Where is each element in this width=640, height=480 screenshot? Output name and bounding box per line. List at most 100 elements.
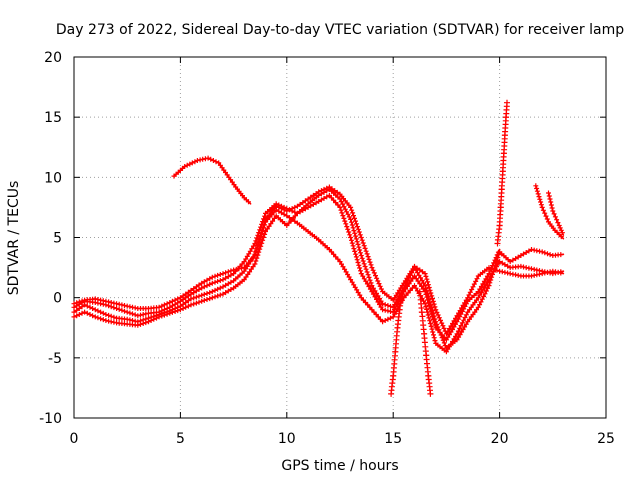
data-point <box>98 316 104 322</box>
data-point <box>252 241 258 246</box>
data-point <box>426 297 432 302</box>
data-point <box>148 318 154 323</box>
data-point <box>349 222 355 228</box>
data-point <box>318 188 324 194</box>
data-point <box>370 267 376 273</box>
data-point <box>353 236 359 242</box>
data-point <box>537 196 543 202</box>
data-point <box>420 269 425 275</box>
data-point <box>326 184 332 190</box>
data-point <box>246 199 251 205</box>
data-point <box>223 282 229 288</box>
data-point <box>340 213 346 219</box>
data-point <box>460 327 466 332</box>
data-point <box>201 279 207 285</box>
data-point <box>262 213 268 219</box>
data-point <box>355 290 361 295</box>
data-point <box>460 302 466 308</box>
data-point <box>445 328 451 334</box>
data-point <box>474 276 480 282</box>
data-point <box>185 303 191 309</box>
data-point <box>559 230 565 236</box>
data-point <box>380 301 386 307</box>
data-point <box>79 298 85 304</box>
data-point <box>385 303 391 308</box>
data-point <box>424 309 430 315</box>
data-point <box>375 293 381 299</box>
data-point <box>356 229 362 235</box>
data-point <box>340 264 346 270</box>
data-point <box>324 194 330 200</box>
data-point <box>352 248 358 254</box>
data-point <box>324 185 330 191</box>
data-point <box>259 228 265 234</box>
data-point <box>364 269 370 275</box>
data-point <box>169 309 175 315</box>
data-point <box>180 293 186 299</box>
data-point <box>356 244 362 250</box>
data-point <box>279 206 284 212</box>
data-point <box>212 287 218 293</box>
data-point <box>87 312 93 317</box>
data-point <box>344 224 350 230</box>
series-spike-20h <box>494 99 510 247</box>
data-point <box>477 302 483 308</box>
data-point <box>217 292 223 298</box>
data-point <box>254 235 260 241</box>
data-point <box>191 295 197 301</box>
data-point <box>87 304 93 310</box>
data-point <box>79 310 85 316</box>
data-point <box>345 211 351 217</box>
data-point <box>481 284 487 290</box>
data-point <box>143 320 149 326</box>
x-tick-label: 15 <box>384 431 402 447</box>
data-point <box>455 328 461 334</box>
data-point <box>204 283 210 289</box>
data-point <box>557 225 563 231</box>
data-point <box>548 199 554 205</box>
data-point <box>364 281 370 287</box>
data-point <box>281 207 287 213</box>
data-point <box>543 213 549 219</box>
data-point <box>310 201 316 207</box>
data-point <box>316 198 322 204</box>
data-point <box>167 300 173 305</box>
data-point <box>348 277 354 283</box>
data-point <box>418 275 424 281</box>
data-point <box>321 195 327 201</box>
data-point <box>556 223 562 228</box>
data-point <box>263 229 268 234</box>
data-point <box>318 197 324 203</box>
data-point <box>257 227 263 233</box>
data-point <box>412 263 417 269</box>
data-point <box>388 303 393 309</box>
data-point <box>374 275 380 281</box>
data-point <box>427 318 433 324</box>
data-point <box>368 262 374 268</box>
data-point <box>459 320 465 326</box>
data-point <box>223 270 229 276</box>
data-point <box>140 321 146 326</box>
data-point <box>260 237 266 243</box>
data-point <box>429 326 435 332</box>
data-point <box>264 226 270 232</box>
data-point <box>212 279 218 285</box>
y-axis-label: SDTVAR / TECUs <box>6 181 22 296</box>
data-point <box>360 258 366 264</box>
data-point <box>74 300 80 306</box>
data-point <box>478 290 484 295</box>
data-point <box>458 311 464 317</box>
data-point <box>349 279 355 285</box>
data-point <box>108 313 114 319</box>
data-point <box>343 269 349 275</box>
data-point <box>538 202 544 208</box>
data-point <box>337 204 343 210</box>
data-point <box>261 222 267 228</box>
data-point <box>353 233 359 239</box>
data-point <box>390 314 396 320</box>
data-point <box>188 287 194 293</box>
data-point <box>175 296 181 302</box>
x-axis-label: GPS time / hours <box>281 458 398 474</box>
data-point <box>188 296 194 302</box>
data-point <box>455 316 461 322</box>
